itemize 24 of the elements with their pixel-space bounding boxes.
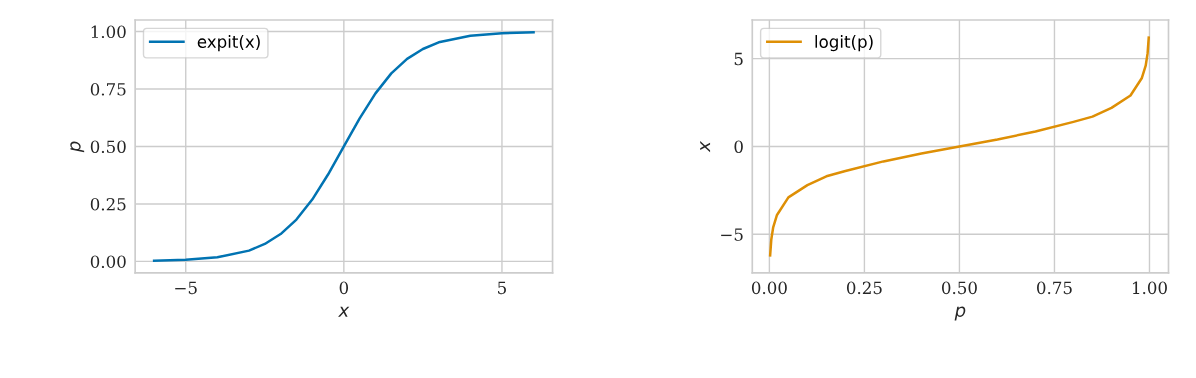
y-tick-label: 0.50 bbox=[90, 140, 126, 154]
x-tick-label: 0.75 bbox=[1037, 281, 1072, 295]
y-tick-label: 0.00 bbox=[90, 255, 126, 268]
y-tick-label: 0.75 bbox=[90, 82, 126, 96]
x-tick-label: 1.00 bbox=[1132, 281, 1167, 295]
x-tick-label: 5 bbox=[498, 281, 506, 295]
x-tick-label: 0 bbox=[339, 281, 349, 295]
line-series bbox=[152, 30, 535, 262]
y-tick-label: 5 bbox=[734, 52, 743, 66]
x-axis-title: x bbox=[338, 306, 350, 317]
y-tick-label: −5 bbox=[721, 228, 743, 241]
y-tick-label: 0.25 bbox=[90, 197, 126, 211]
y-axis-title: p bbox=[70, 141, 85, 153]
legend-label: logit(p) bbox=[815, 35, 873, 52]
x-tick-label: −5 bbox=[175, 281, 197, 295]
y-tick-label: 1.00 bbox=[91, 25, 126, 39]
y-tick-label: 0 bbox=[734, 140, 743, 154]
x-tick-label: 0.00 bbox=[751, 281, 787, 295]
x-tick-label: 0.25 bbox=[846, 281, 882, 295]
y-axis-title: x bbox=[700, 140, 711, 153]
line-series bbox=[768, 36, 1150, 257]
x-axis-title: p bbox=[954, 306, 966, 321]
x-tick-label: 0.50 bbox=[941, 281, 977, 295]
legend-label: expit(x) bbox=[197, 35, 260, 52]
